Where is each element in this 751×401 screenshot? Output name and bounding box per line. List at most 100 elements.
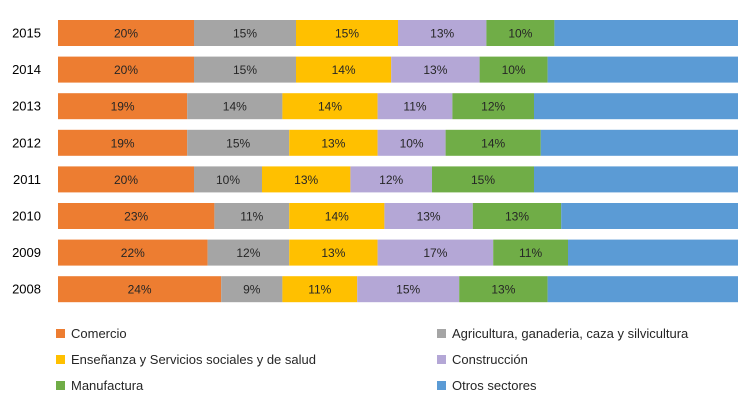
bar-segment-2010-series-2 bbox=[289, 203, 385, 229]
data-label-2013-series-2: 14% bbox=[318, 100, 342, 114]
bar-segment-2011-series-4 bbox=[432, 166, 534, 193]
category-label-2015: 2015 bbox=[12, 26, 41, 41]
bar-segment-2015-series-1 bbox=[194, 20, 296, 46]
bar-segment-2014-series-0 bbox=[58, 56, 194, 83]
bar-segment-2010-series-5 bbox=[561, 203, 738, 229]
data-label-2011-series-0: 20% bbox=[114, 173, 138, 187]
legend-item-4: Manufactura bbox=[56, 376, 143, 394]
bar-segment-2014-series-5 bbox=[547, 56, 738, 83]
legend-item-0: Comercio bbox=[56, 324, 127, 342]
data-label-2015-series-0: 20% bbox=[114, 27, 138, 41]
bar-segment-2015-series-4 bbox=[486, 20, 555, 46]
stacked-bar-chart: 2015 20% 15% 15% 13% 10% 2014 20% 15% 14% 13% 10% 20… bbox=[12, 20, 738, 303]
bar-segment-2009-series-4 bbox=[493, 239, 568, 266]
bar-segment-2008-series-0 bbox=[58, 276, 222, 303]
bar-segment-2009-series-5 bbox=[568, 239, 738, 266]
legend-label: Otros sectores bbox=[452, 377, 537, 393]
data-label-2009-series-0: 22% bbox=[121, 246, 145, 260]
data-label-2009-series-4: 11% bbox=[519, 246, 542, 260]
legend-swatch bbox=[56, 380, 65, 390]
bar-segment-2012-series-1 bbox=[187, 129, 290, 156]
bar-segment-2014-series-4 bbox=[479, 56, 548, 83]
legend-label: Agricultura, ganaderia, caza y silvicult… bbox=[452, 325, 689, 341]
data-label-2013-series-4: 12% bbox=[481, 100, 505, 114]
data-label-2013-series-0: 19% bbox=[111, 100, 135, 114]
legend-item-2: Enseñanza y Servicios sociales y de salu… bbox=[56, 350, 316, 368]
bar-segment-2015-series-5 bbox=[554, 20, 738, 46]
data-label-2008-series-0: 24% bbox=[128, 283, 152, 297]
bar-segment-2012-series-2 bbox=[289, 129, 378, 156]
bar-segment-2009-series-3 bbox=[377, 239, 494, 266]
data-label-2010-series-3: 13% bbox=[417, 210, 441, 224]
data-label-2013-series-3: 11% bbox=[403, 100, 426, 114]
legend-swatch bbox=[437, 328, 446, 338]
bar-segment-2011-series-0 bbox=[58, 166, 194, 193]
legend-swatch bbox=[437, 354, 446, 364]
bar-segment-2010-series-0 bbox=[58, 203, 215, 229]
data-label-2009-series-1: 12% bbox=[236, 246, 260, 260]
data-label-2009-series-2: 13% bbox=[321, 246, 345, 260]
bar-segment-2010-series-4 bbox=[472, 203, 562, 229]
data-label-2010-series-2: 14% bbox=[325, 210, 349, 224]
data-label-2015-series-4: 10% bbox=[508, 27, 532, 41]
bar-segment-2015-series-0 bbox=[58, 20, 194, 46]
bar-segment-2014-series-3 bbox=[391, 56, 480, 83]
bar-segment-2008-series-1 bbox=[221, 276, 283, 303]
data-label-2015-series-1: 15% bbox=[233, 27, 257, 41]
bar-segment-2011-series-2 bbox=[262, 166, 351, 193]
legend-swatch bbox=[56, 354, 65, 364]
bar-segment-2008-series-5 bbox=[547, 276, 738, 303]
bar-segment-2009-series-1 bbox=[207, 239, 290, 266]
bar-segment-2012-series-0 bbox=[58, 129, 188, 156]
data-label-2009-series-3: 17% bbox=[423, 246, 447, 260]
data-label-2011-series-2: 13% bbox=[294, 173, 318, 187]
bar-segment-2012-series-4 bbox=[445, 129, 541, 156]
legend-label: Manufactura bbox=[71, 377, 144, 393]
bar-segment-2013-series-2 bbox=[282, 93, 378, 120]
category-label-2012: 2012 bbox=[12, 135, 41, 150]
bar-segment-2013-series-4 bbox=[452, 93, 534, 120]
bar-segment-2014-series-2 bbox=[296, 56, 392, 83]
bar-segment-2008-series-3 bbox=[357, 276, 460, 303]
bar-segment-2013-series-1 bbox=[187, 93, 283, 120]
data-label-2011-series-1: 10% bbox=[216, 173, 240, 187]
bar-segment-2014-series-1 bbox=[194, 56, 296, 83]
data-label-2010-series-1: 11% bbox=[240, 210, 263, 224]
data-label-2014-series-4: 10% bbox=[502, 63, 526, 77]
category-label-2010: 2010 bbox=[12, 209, 41, 224]
data-label-2012-series-0: 19% bbox=[111, 136, 135, 150]
bar-segment-2009-series-0 bbox=[58, 239, 208, 266]
bar-segment-2012-series-3 bbox=[377, 129, 446, 156]
bar-segment-2015-series-3 bbox=[398, 20, 487, 46]
bar-segment-2011-series-1 bbox=[194, 166, 262, 193]
bar-segment-2013-series-0 bbox=[58, 93, 188, 120]
category-label-2009: 2009 bbox=[12, 245, 41, 260]
data-label-2010-series-4: 13% bbox=[505, 210, 529, 224]
legend-swatch bbox=[56, 328, 65, 338]
bar-segment-2008-series-2 bbox=[282, 276, 358, 303]
legend-item-3: Construcción bbox=[437, 350, 528, 368]
legend: Comercio Agricultura, ganaderia, caza y s… bbox=[0, 322, 751, 401]
data-label-2014-series-3: 13% bbox=[423, 63, 447, 77]
data-label-2011-series-4: 15% bbox=[471, 173, 495, 187]
data-label-2008-series-4: 13% bbox=[491, 283, 515, 297]
data-label-2012-series-3: 10% bbox=[400, 136, 424, 150]
category-label-2013: 2013 bbox=[12, 99, 41, 114]
bar-segment-2013-series-5 bbox=[534, 93, 738, 120]
data-label-2012-series-4: 14% bbox=[481, 136, 505, 150]
category-label-2011: 2011 bbox=[13, 172, 41, 187]
data-label-2014-series-0: 20% bbox=[114, 63, 138, 77]
legend-swatch bbox=[437, 380, 446, 390]
legend-item-1: Agricultura, ganaderia, caza y silvicult… bbox=[437, 324, 688, 342]
legend-label: Construcción bbox=[452, 351, 528, 367]
data-label-2012-series-1: 15% bbox=[226, 136, 250, 150]
bar-segment-2010-series-1 bbox=[214, 203, 290, 229]
bar-segment-2010-series-3 bbox=[384, 203, 473, 229]
bar-segment-2008-series-4 bbox=[459, 276, 548, 303]
category-label-2008: 2008 bbox=[12, 282, 41, 297]
bar-segment-2013-series-3 bbox=[377, 93, 453, 120]
bar-segment-2011-series-5 bbox=[534, 166, 738, 193]
data-label-2014-series-2: 14% bbox=[332, 63, 356, 77]
bar-segment-2012-series-5 bbox=[540, 129, 738, 156]
data-label-2008-series-1: 9% bbox=[243, 283, 261, 297]
